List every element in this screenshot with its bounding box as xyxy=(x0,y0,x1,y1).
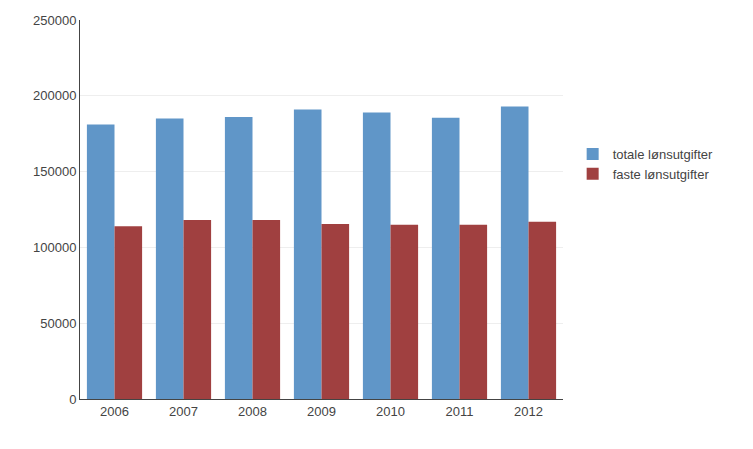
svg-text:150000: 150000 xyxy=(33,164,76,179)
svg-text:2008: 2008 xyxy=(238,404,267,419)
svg-text:250000: 250000 xyxy=(33,13,76,28)
svg-text:2007: 2007 xyxy=(169,404,198,419)
svg-text:2006: 2006 xyxy=(100,404,129,419)
svg-text:2011: 2011 xyxy=(446,404,474,419)
svg-text:totale lønsutgifter: totale lønsutgifter xyxy=(613,147,713,162)
svg-text:100000: 100000 xyxy=(33,240,76,255)
svg-text:2012: 2012 xyxy=(514,404,543,419)
svg-text:200000: 200000 xyxy=(33,88,76,103)
svg-text:faste lønsutgifter: faste lønsutgifter xyxy=(613,167,710,182)
svg-text:0: 0 xyxy=(69,392,76,407)
svg-text:2010: 2010 xyxy=(376,404,405,419)
svg-text:50000: 50000 xyxy=(40,316,76,331)
svg-text:2009: 2009 xyxy=(307,404,336,419)
